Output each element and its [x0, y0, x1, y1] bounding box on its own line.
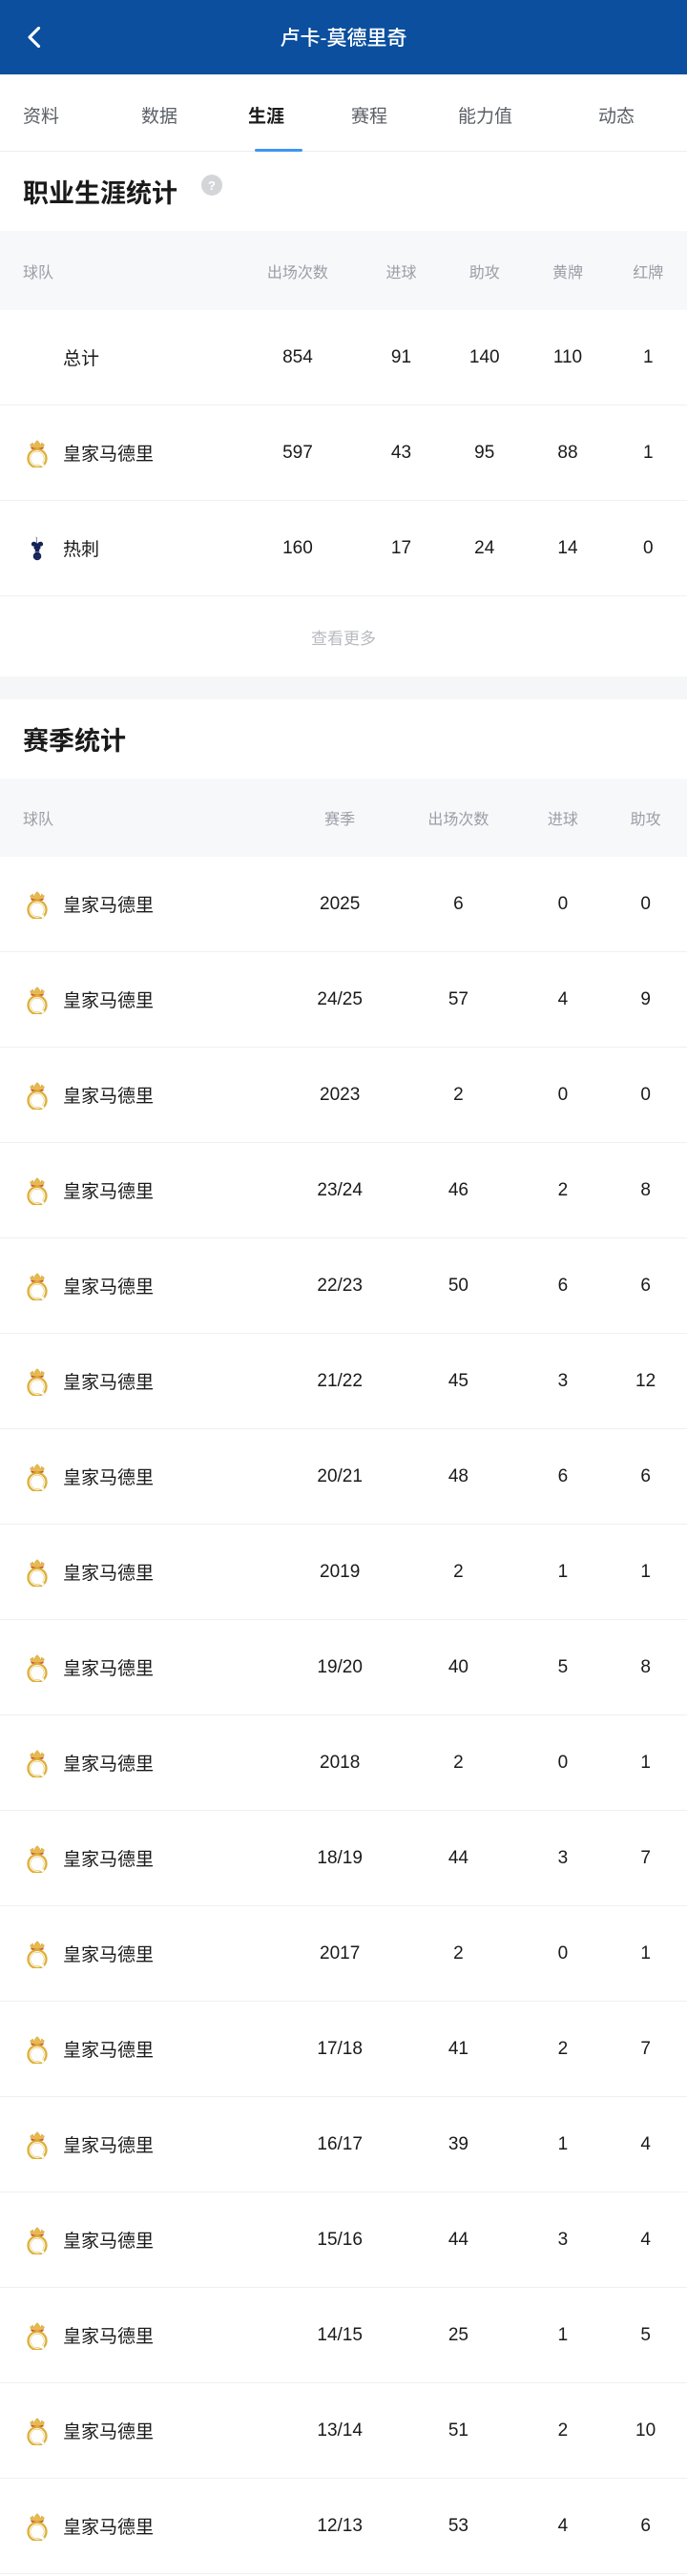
svg-text:?: ?: [208, 178, 216, 193]
